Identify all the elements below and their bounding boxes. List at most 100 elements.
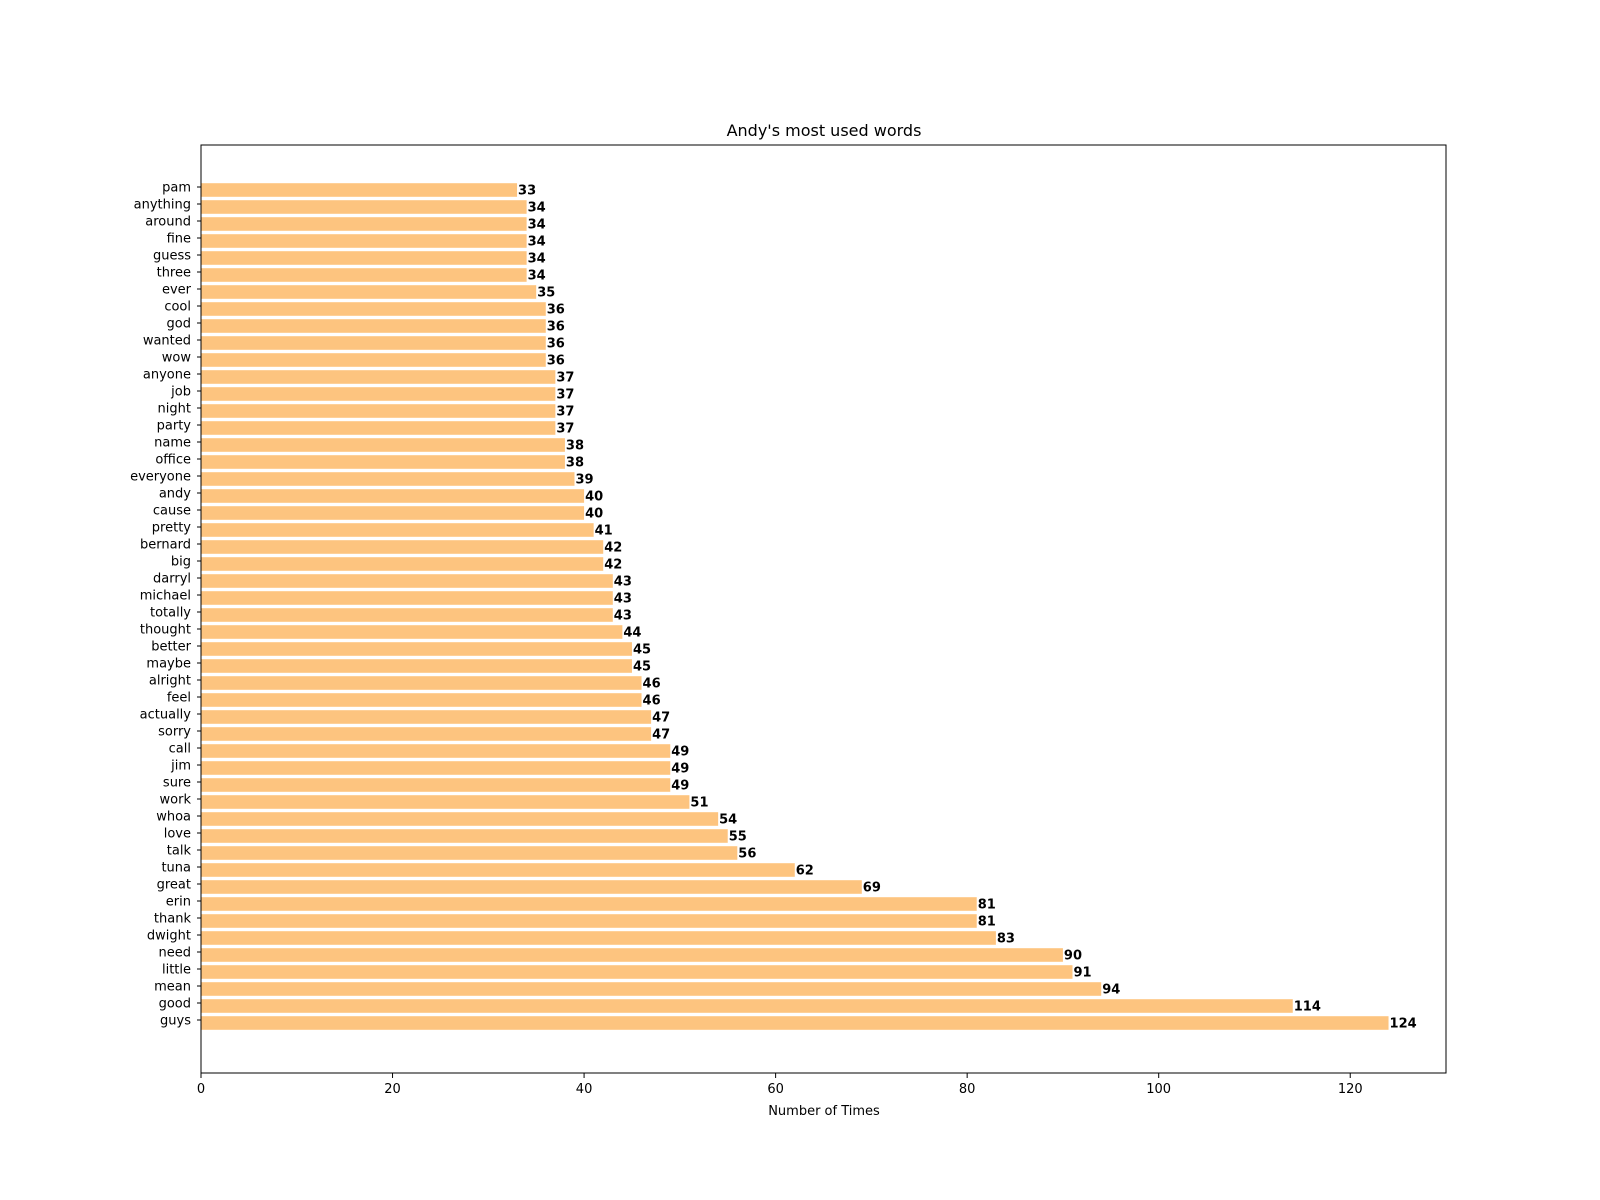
y-tick-label: job xyxy=(170,385,191,400)
y-tick-label: guess xyxy=(153,249,191,264)
y-tick-label: anything xyxy=(134,198,191,213)
bar-value-label: 47 xyxy=(652,711,670,726)
bar-value-label: 37 xyxy=(556,388,574,403)
bar-value-label: 62 xyxy=(796,864,814,879)
y-tick-label: talk xyxy=(167,844,192,859)
bar-value-label: 35 xyxy=(537,286,555,301)
y-tick-label: maybe xyxy=(146,657,191,672)
bar-totally xyxy=(201,608,613,622)
y-tick-label: darryl xyxy=(153,572,191,587)
bar-michael xyxy=(201,591,613,605)
bar-value-label: 34 xyxy=(528,269,546,284)
y-tick-label: pam xyxy=(162,181,191,196)
y-tick-label: office xyxy=(155,453,191,468)
bar-around xyxy=(201,217,527,231)
bar-value-label: 51 xyxy=(690,796,708,811)
bar-value-label: 38 xyxy=(566,439,584,454)
bar-dwight xyxy=(201,931,996,945)
y-tick-label: michael xyxy=(140,589,191,604)
bar-value-label: 42 xyxy=(604,558,622,573)
bar-value-label: 46 xyxy=(643,694,661,709)
bar-value-label: 36 xyxy=(547,337,565,352)
bar-value-label: 49 xyxy=(671,745,689,760)
bar-name xyxy=(201,438,565,452)
y-tick-label: good xyxy=(159,997,191,1012)
y-tick-label: cause xyxy=(153,504,191,519)
bar-darryl xyxy=(201,574,613,588)
y-tick-label: sorry xyxy=(158,725,191,740)
bar-andy xyxy=(201,489,585,503)
bar-value-label: 114 xyxy=(1294,1000,1321,1015)
bar-value-label: 94 xyxy=(1102,983,1120,998)
y-tick-label: need xyxy=(159,946,192,961)
bar-alright xyxy=(201,676,642,690)
bar-value-label: 45 xyxy=(633,643,651,658)
plot-frame xyxy=(200,144,1447,1074)
y-tick-label: bernard xyxy=(140,538,191,553)
y-tick-label: around xyxy=(145,215,191,230)
y-tick-label: whoa xyxy=(156,810,191,825)
y-tick-label: name xyxy=(154,436,191,451)
bar-value-label: 36 xyxy=(547,354,565,369)
bar-thank xyxy=(201,914,977,928)
bar-cause xyxy=(201,506,585,520)
bar-erin xyxy=(201,897,977,911)
y-tick-label: cool xyxy=(164,300,191,315)
bar-pam xyxy=(201,183,518,197)
y-tick-label: thank xyxy=(154,912,192,927)
y-tick-label: pretty xyxy=(152,521,192,536)
y-tick-label: call xyxy=(169,742,191,757)
bar-value-label: 54 xyxy=(719,813,737,828)
x-axis-label: Number of Times xyxy=(768,1104,880,1119)
bar-pretty xyxy=(201,523,594,537)
y-tick-label: thought xyxy=(140,623,191,638)
bar-value-label: 90 xyxy=(1064,949,1082,964)
bar-job xyxy=(201,387,556,401)
bar-cool xyxy=(201,302,546,316)
bar-value-label: 34 xyxy=(528,235,546,250)
x-tick-label: 0 xyxy=(197,1082,205,1097)
y-tick-label: night xyxy=(158,402,191,417)
bar-sorry xyxy=(201,727,652,741)
bar-value-label: 39 xyxy=(576,473,594,488)
x-tick-label: 80 xyxy=(959,1082,976,1097)
bar-value-label: 45 xyxy=(633,660,651,675)
bar-night xyxy=(201,404,556,418)
bar-value-label: 46 xyxy=(643,677,661,692)
bar-anything xyxy=(201,200,527,214)
bar-love xyxy=(201,829,728,843)
bar-talk xyxy=(201,846,738,860)
bar-value-label: 55 xyxy=(729,830,747,845)
y-tick-label: work xyxy=(160,793,192,808)
y-tick-label: dwight xyxy=(147,929,191,944)
bar-value-label: 91 xyxy=(1074,966,1092,981)
y-tick-label: tuna xyxy=(161,861,191,876)
bar-value-label: 43 xyxy=(614,609,632,624)
bar-jim xyxy=(201,761,671,775)
y-tick-label: guys xyxy=(160,1014,191,1029)
bar-mean xyxy=(201,982,1102,996)
bar-better xyxy=(201,642,632,656)
bar-anyone xyxy=(201,370,556,384)
x-tick-label: 100 xyxy=(1146,1082,1171,1097)
y-tick-label: erin xyxy=(166,895,191,910)
bar-wow xyxy=(201,353,546,367)
bar-value-label: 34 xyxy=(528,218,546,233)
x-axis: 0 20 40 60 80 100 120 xyxy=(197,1073,1363,1097)
bar-thought xyxy=(201,625,623,639)
bar-three xyxy=(201,268,527,282)
bar-feel xyxy=(201,693,642,707)
y-tick-label: anyone xyxy=(143,368,191,383)
y-tick-label: fine xyxy=(167,232,191,247)
y-tick-label: mean xyxy=(154,980,191,995)
y-tick-label: little xyxy=(162,963,191,978)
x-tick-label: 60 xyxy=(767,1082,784,1097)
y-tick-label: sure xyxy=(163,776,191,791)
y-tick-label: god xyxy=(167,317,191,332)
bar-little xyxy=(201,965,1073,979)
bar-value-label: 47 xyxy=(652,728,670,743)
bar-guess xyxy=(201,251,527,265)
y-axis: guys good mean little need dwight thank erin gre… xyxy=(130,181,201,1029)
y-tick-label: andy xyxy=(159,487,191,502)
bar-value-label: 37 xyxy=(556,371,574,386)
